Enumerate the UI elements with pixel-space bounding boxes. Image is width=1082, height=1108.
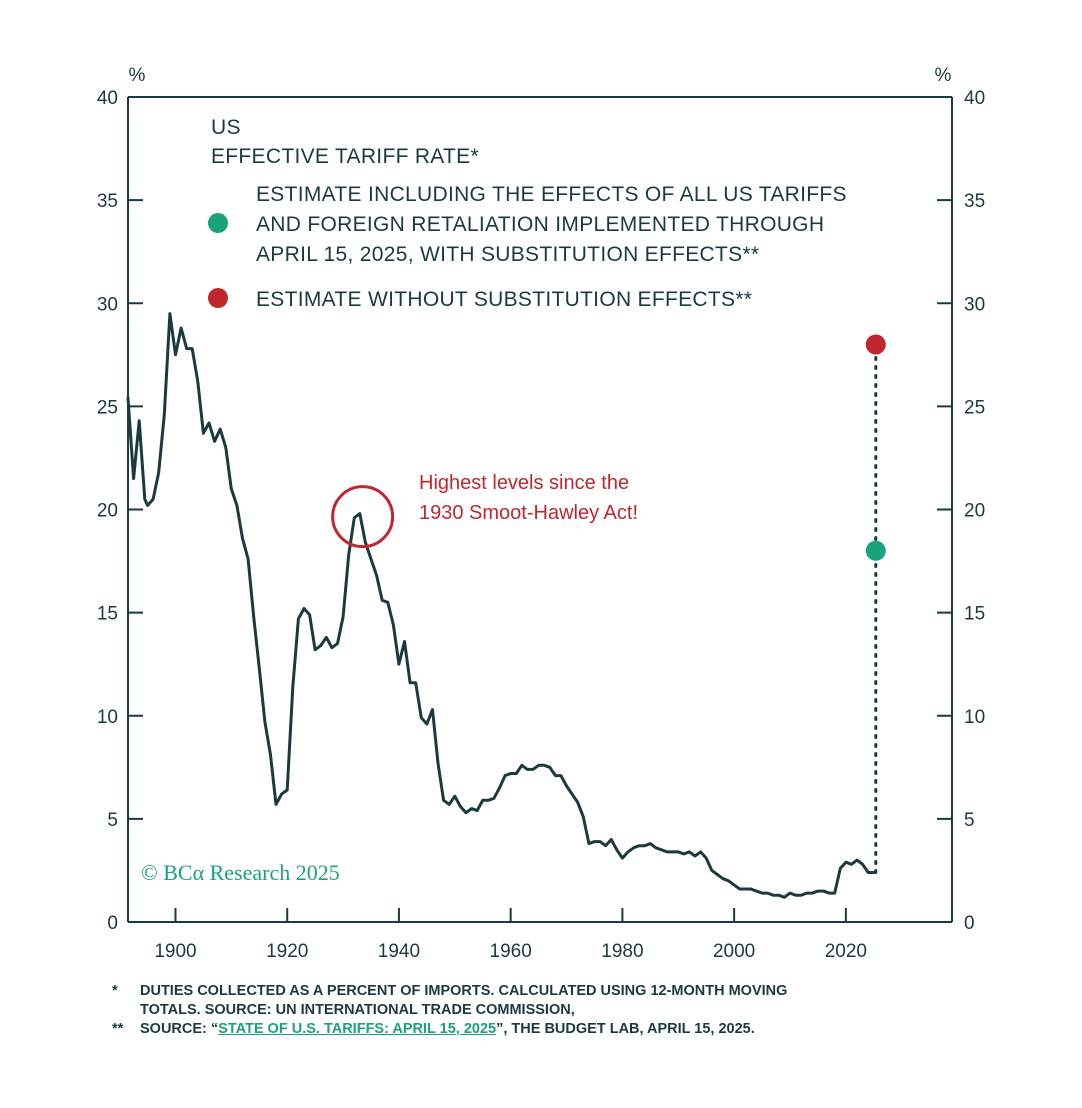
footnotes: * DUTIES COLLECTED AS A PERCENT OF IMPOR… [112,982,1012,1039]
legend-marker-green [208,213,228,233]
footnote-1-line1: DUTIES COLLECTED AS A PERCENT OF IMPORTS… [140,983,788,999]
y-tick-label-right: 30 [964,294,985,315]
annotation-text-line: 1930 Smoot-Hawley Act! [419,502,638,524]
x-tick-label: 2020 [825,941,867,962]
y-tick-label-left: 0 [107,913,118,934]
footnote-1-marker: * [112,983,118,999]
y-unit-left: % [129,65,146,86]
footnote-2-prefix: SOURCE: “ [140,1021,219,1037]
y-tick-label-right: 0 [964,913,975,934]
estimate-point-without-substitution [865,334,886,355]
footnote-2-marker: ** [112,1021,124,1037]
series-line-tariff-rate [126,312,876,899]
estimate-point-with-substitution [865,540,886,561]
y-tick-label-left: 5 [107,810,118,831]
x-tick-label: 1900 [154,941,196,962]
annotation-text-line: Highest levels since the [419,472,629,494]
legend-entry-1-line: AND FOREIGN RETALIATION IMPLEMENTED THRO… [256,213,824,236]
legend-entry-2-line: ESTIMATE WITHOUT SUBSTITUTION EFFECTS** [256,288,752,311]
y-tick-label-right: 35 [964,191,985,212]
y-unit-right: % [935,65,952,86]
x-tick-label: 1940 [378,941,420,962]
y-tick-label-left: 25 [97,397,118,418]
footnote-2: ** SOURCE: “STATE OF U.S. TARIFFS: APRIL… [112,1020,1012,1039]
footnote-1-line2: TOTALS. SOURCE: UN INTERNATIONAL TRADE C… [140,1002,575,1018]
y-tick-label-left: 15 [97,604,118,625]
footnote-2-suffix: ”, THE BUDGET LAB, APRIL 15, 2025. [496,1021,755,1037]
annotation-circle [331,485,395,549]
footnote-1-text: DUTIES COLLECTED AS A PERCENT OF IMPORTS… [140,982,787,1020]
y-tick-label-right: 15 [964,604,985,625]
y-tick-label-right: 5 [964,810,975,831]
x-tick-label: 1920 [266,941,308,962]
source-link[interactable]: STATE OF U.S. TARIFFS: APRIL 15, 2025 [218,1021,497,1037]
chart-title-line2: EFFECTIVE TARIFF RATE* [211,145,479,168]
y-tick-label-left: 10 [97,707,118,728]
y-tick-label-left: 20 [97,501,118,522]
x-tick-label: 1960 [490,941,532,962]
y-tick-label-right: 10 [964,707,985,728]
copyright-text: © BCα Research 2025 [141,860,340,885]
y-tick-label-right: 20 [964,501,985,522]
legend-entry-1-line: APRIL 15, 2025, WITH SUBSTITUTION EFFECT… [256,243,759,266]
x-tick-label: 2000 [713,941,755,962]
legend-marker-red [208,288,228,308]
y-tick-label-left: 30 [97,294,118,315]
footnote-2-text: SOURCE: “STATE OF U.S. TARIFFS: APRIL 15… [140,1020,755,1039]
footnote-1: * DUTIES COLLECTED AS A PERCENT OF IMPOR… [112,982,1012,1020]
x-tick-label: 1980 [601,941,643,962]
y-tick-label-right: 40 [964,88,985,109]
y-tick-label-left: 40 [97,88,118,109]
y-tick-label-right: 25 [964,397,985,418]
chart-title-line1: US [211,116,241,139]
y-tick-label-left: 35 [97,191,118,212]
legend-entry-1-line: ESTIMATE INCLUDING THE EFFECTS OF ALL US… [256,183,847,206]
